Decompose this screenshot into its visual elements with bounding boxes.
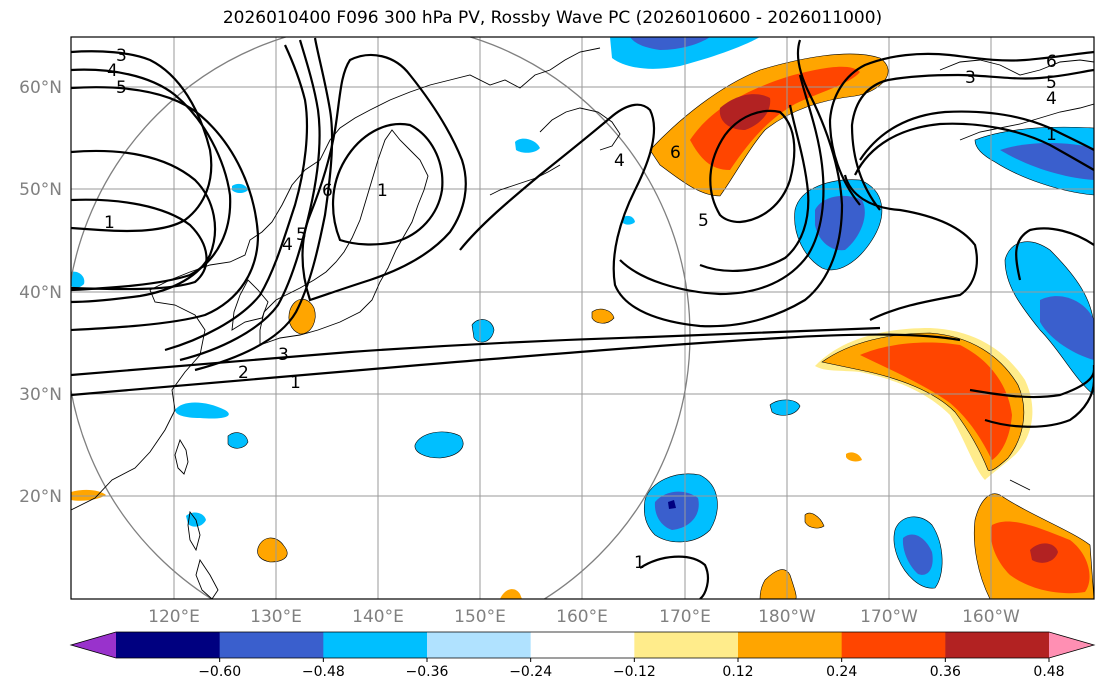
lon-label: 160°W [962, 607, 1020, 627]
contour-label: 1 [1046, 125, 1057, 145]
lon-label: 120°E [148, 607, 200, 627]
lon-label: 130°E [250, 607, 302, 627]
map-title: 2026010400 F096 300 hPa PV, Rossby Wave … [222, 8, 883, 28]
negative-anomaly-small-b [227, 432, 249, 449]
lat-label: 60°N [19, 78, 62, 98]
contour-label: 3 [116, 46, 127, 66]
lon-label: 170°E [659, 607, 711, 627]
colorbar-outline [69, 631, 1096, 659]
positive-anomaly-small-6 [500, 589, 522, 599]
contour-label: 1 [104, 213, 115, 233]
colorbar: −0.60 −0.48 −0.36 −0.24 −0.12 0.12 0.24 0.36 0.4… [69, 631, 1096, 680]
contour-label: 1 [290, 373, 301, 393]
colorbar-tick-label: 0.48 [1033, 664, 1064, 680]
colorbar-bin [738, 632, 843, 658]
negative-anomaly-east-edge-core [1040, 296, 1094, 360]
contour-label: 6 [670, 143, 681, 163]
lon-label: 140°E [352, 607, 404, 627]
positive-anomaly-southeast-peak [1030, 543, 1058, 563]
positive-anomaly-small-2 [804, 512, 825, 529]
colorbar-tick-label: −0.48 [302, 664, 345, 680]
negative-anomaly-east-china-sea [175, 402, 229, 419]
colorbar-tick-label: −0.24 [509, 664, 552, 680]
contour-label: 6 [1046, 52, 1057, 72]
colorbar-overflow-arrow [1049, 632, 1094, 658]
contour-label: 2 [238, 363, 249, 383]
colorbar-tick-label: 0.36 [930, 664, 961, 680]
negative-anomaly-small-a [471, 319, 495, 343]
contour-label: 5 [116, 78, 127, 98]
map-frame [70, 36, 1095, 600]
colorbar-bin [841, 632, 946, 658]
colorbar-tick-label: −0.12 [613, 664, 656, 680]
contour-label-group: 3 4 5 1 6 5 4 1 2 3 1 6 4 5 3 6 5 4 1 1 [104, 46, 1057, 573]
colorbar-bins [116, 632, 1050, 658]
latitude-labels: 60°N 50°N 40°N 30°N 20°N [19, 78, 62, 507]
colorbar-bin [323, 632, 428, 658]
colorbar-tick-label: 0.24 [826, 664, 857, 680]
colorbar-tick-label: −0.36 [406, 664, 449, 680]
colorbar-tick-label: −0.60 [198, 664, 241, 680]
contour-label: 4 [614, 151, 625, 171]
positive-anomaly-small-3 [846, 452, 862, 462]
lon-label: 180°W [758, 607, 816, 627]
lon-label: 150°E [454, 607, 506, 627]
negative-anomaly-small-h [622, 215, 635, 225]
pv-anomaly-shading [71, 37, 1094, 599]
negative-anomaly-mid-pacific [414, 431, 464, 459]
colorbar-tick-label: 0.12 [722, 664, 753, 680]
longitude-labels: 120°E 130°E 140°E 150°E 160°E 170°E 180°… [148, 607, 1020, 627]
lat-label: 50°N [19, 180, 62, 200]
lon-label: 170°W [860, 607, 918, 627]
contour-label: 5 [698, 211, 709, 231]
lon-label: 160°E [556, 607, 608, 627]
negative-anomaly-small-g [71, 271, 85, 288]
negative-anomaly-small-f [232, 183, 248, 193]
lat-label: 40°N [19, 283, 62, 303]
colorbar-underflow-arrow [71, 632, 116, 658]
contour-label: 5 [296, 225, 307, 245]
positive-anomaly-luzon [257, 537, 288, 563]
colorbar-bin [219, 632, 324, 658]
positive-anomaly-nw-pacific-peak [719, 94, 771, 130]
contour-label: 1 [377, 181, 388, 201]
contour-label: 4 [1046, 89, 1057, 109]
colorbar-bin [530, 632, 635, 658]
negative-anomaly-north-rim-core [630, 37, 710, 50]
negative-anomaly-hawaii-northwest-core [654, 491, 699, 530]
contour-label: 3 [278, 345, 289, 365]
colorbar-tick-labels: −0.60 −0.48 −0.36 −0.24 −0.12 0.12 0.24 0.36 0.4… [198, 658, 1065, 680]
contour-label: 4 [107, 61, 118, 81]
negative-anomaly-alaska-gulf-core [815, 195, 865, 251]
negative-anomaly-northeast-core [1000, 143, 1094, 180]
lat-label: 20°N [19, 487, 62, 507]
map-content: 3 4 5 1 6 5 4 1 2 3 1 6 4 5 3 6 5 4 1 1 [71, 37, 1094, 599]
positive-anomaly-small-1 [591, 308, 615, 324]
positive-anomaly-small-5 [71, 489, 106, 501]
contour-label: 5 [1046, 73, 1057, 93]
negative-anomaly-small-c [769, 399, 801, 416]
colorbar-bin [427, 632, 532, 658]
colorbar-bin [116, 632, 221, 658]
positive-anomaly-nw-pacific-core [690, 66, 860, 170]
contour-label: 6 [322, 181, 333, 201]
negative-anomaly-small-d [515, 138, 540, 153]
contour-label: 3 [965, 68, 976, 88]
colorbar-bin [945, 632, 1050, 658]
pv-contours [71, 37, 1094, 599]
negative-anomaly-south-central-core [902, 534, 933, 575]
negative-anomaly-hawaii-northwest-peak [668, 500, 676, 509]
colorbar-bin [634, 632, 739, 658]
contour-label: 4 [282, 235, 293, 255]
positive-anomaly-central-pacific-core [860, 342, 1012, 460]
lat-label: 30°N [19, 385, 62, 405]
contour-label: 1 [634, 553, 645, 573]
